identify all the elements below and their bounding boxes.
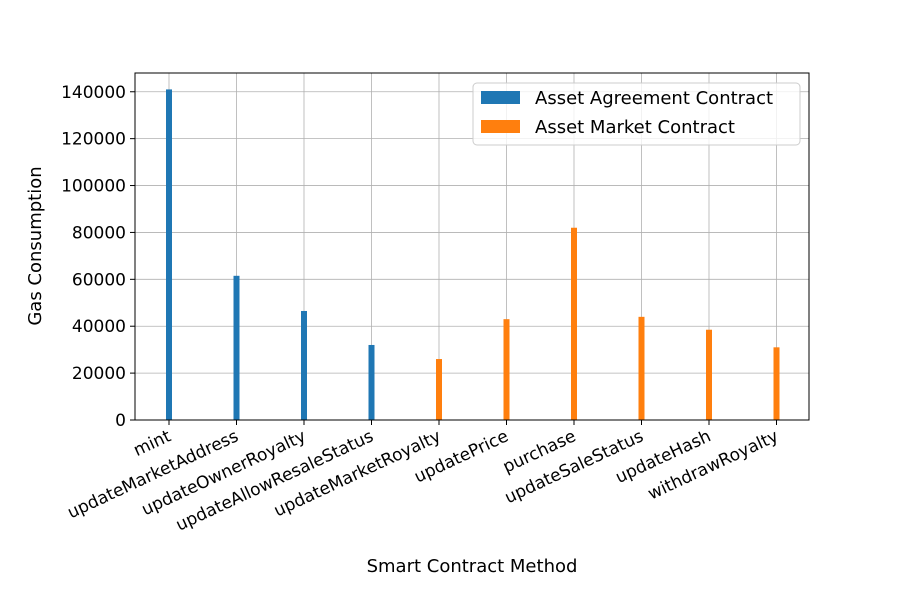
bar-asset-agreement [368, 344, 375, 420]
x-axis-label: Smart Contract Method [367, 556, 578, 577]
bar-asset-market [436, 359, 442, 420]
x-tick-label: mint [131, 426, 175, 461]
y-tick-label: 120000 [61, 130, 126, 150]
legend-swatch-asset-market [481, 120, 520, 133]
x-axis-ticks: mintupdateMarketAddressupdateOwnerRoyalt… [65, 420, 782, 536]
legend: Asset Agreement Contract Asset Market Co… [472, 82, 801, 146]
bar-asset-agreement [166, 89, 172, 420]
y-tick-label: 0 [115, 411, 126, 431]
plot-frame [134, 72, 810, 421]
y-tick-label: 60000 [72, 270, 126, 290]
bar-asset-market [503, 319, 510, 420]
bar-asset-agreement [301, 310, 307, 420]
bar-asset-market [638, 316, 645, 420]
legend-label-asset-agreement: Asset Agreement Contract [535, 88, 773, 109]
legend-swatch-asset-agreement [481, 91, 520, 104]
legend-box [472, 82, 801, 146]
y-tick-label: 40000 [72, 317, 126, 337]
legend-label-asset-market: Asset Market Contract [535, 117, 735, 138]
y-tick-label: 20000 [72, 364, 126, 384]
bar-asset-market [773, 347, 780, 420]
bar-asset-market [571, 227, 577, 420]
y-tick-label: 80000 [72, 223, 126, 243]
y-axis-label: Gas Consumption [25, 166, 46, 325]
y-axis-ticks: 0 20000 40000 60000 80000 100000 120000 140000 [61, 83, 135, 431]
bars [166, 89, 780, 420]
bar-asset-market [706, 329, 712, 420]
bar-asset-agreement [233, 275, 240, 420]
y-tick-label: 100000 [61, 177, 126, 197]
y-tick-label: 140000 [61, 83, 126, 103]
